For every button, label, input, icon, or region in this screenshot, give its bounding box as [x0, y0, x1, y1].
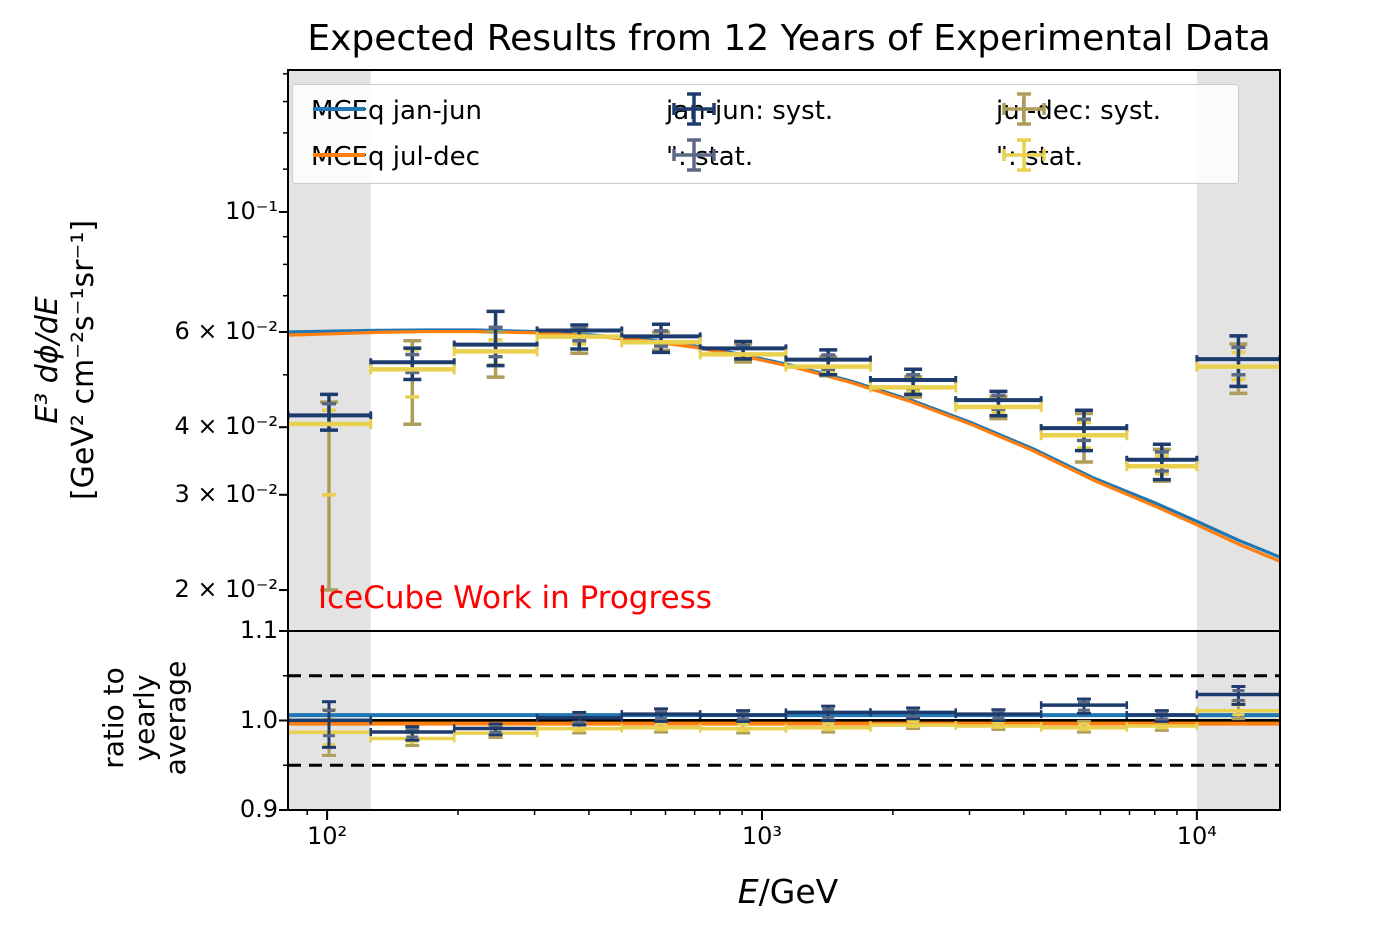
chart-title: Expected Results from 12 Years of Experi… [307, 18, 1271, 59]
y-main-tick-label: 4 × 10⁻² [174, 412, 278, 441]
x-tick-label: 10² [307, 822, 348, 850]
legend-item: MCEq jan-jun [311, 89, 482, 133]
legend-item: MCEq jul-dec [311, 135, 480, 179]
legend-errorbar-cross-icon [1002, 138, 1046, 172]
y-main-tick-label: 2 × 10⁻² [174, 575, 278, 604]
legend-line-swatch-icon [313, 153, 365, 157]
y-ratio-tick-label: 0.9 [239, 795, 278, 823]
legend: MCEq jan-jun MCEq jul-dec jan-jun: syst. ":… [292, 84, 1239, 184]
axes-spines-and-ticks [279, 69, 1281, 820]
x-axis-label: E/GeV [588, 872, 988, 911]
curve-mceq-jul-dec [288, 329, 1280, 563]
watermark-text: IceCube Work in Progress [318, 580, 712, 616]
y-ratio-tick-label: 1.1 [239, 616, 278, 644]
x-tick-label: 10⁴ [1176, 822, 1217, 850]
y-ratio-tick-label: 1.0 [239, 705, 278, 734]
legend-errorbar-cross-icon [672, 92, 716, 126]
errorbars-main [288, 309, 1280, 592]
y-main-tick-label: 10⁻¹ [225, 196, 278, 225]
mceq-curves [288, 328, 1280, 563]
reference-lines [288, 674, 1280, 767]
x-axis-label-symbol: E [737, 872, 759, 911]
legend-label: ": stat. [996, 142, 1084, 172]
y-main-tick-label: 3 × 10⁻² [174, 479, 278, 508]
legend-item: ": stat. [996, 135, 1083, 179]
x-axis-label-units: /GeV [758, 872, 839, 911]
legend-line-swatch-icon [313, 107, 365, 111]
y-main-tick-label: 6 × 10⁻² [174, 316, 278, 345]
errorbars-ratio [288, 684, 1280, 757]
x-tick-label: 10³ [741, 822, 783, 850]
legend-item: jan-jun: syst. [666, 89, 833, 133]
legend-item: ": stat. [666, 135, 753, 179]
legend-label: ": stat. [666, 142, 754, 172]
legend-errorbar-cross-icon [1002, 92, 1046, 126]
legend-item: jul-dec: syst. [996, 89, 1161, 133]
legend-errorbar-cross-icon [672, 138, 716, 172]
